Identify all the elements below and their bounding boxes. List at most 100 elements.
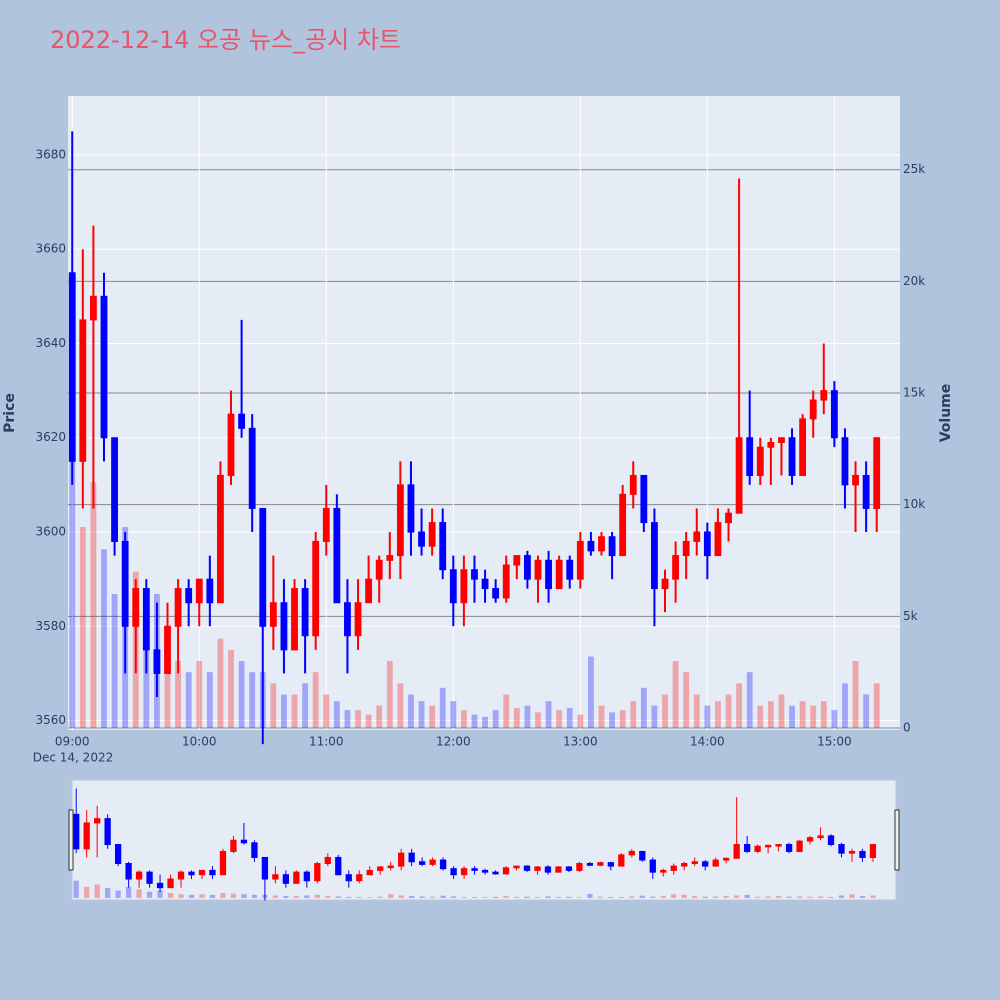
volume-bar (852, 660, 859, 728)
volume-bar (175, 660, 181, 728)
y-tick-label: 3580 (35, 619, 66, 633)
mini-candle-body (691, 861, 698, 865)
volume-bar (429, 705, 436, 728)
candle-body (492, 588, 500, 599)
mini-candle-body (817, 835, 824, 839)
mini-candle-body (796, 840, 803, 852)
y2-axis-title: Volume (938, 384, 954, 443)
candle-body (121, 540, 129, 627)
candle-body (386, 555, 394, 561)
mini-candle-body (660, 869, 667, 873)
mini-volume-bar (618, 896, 624, 898)
mini-candle-body (177, 871, 185, 880)
candle-body (217, 474, 224, 604)
candle-body (132, 588, 140, 627)
candle-body (333, 507, 341, 604)
mini-volume-bar (94, 884, 100, 898)
candle-body (682, 540, 690, 557)
candle-body (693, 531, 701, 542)
candle-body (354, 602, 362, 637)
mini-volume-bar (838, 895, 845, 898)
candle-body (778, 437, 785, 443)
mini-volume-bar (293, 896, 299, 898)
mini-candle-body (345, 874, 352, 882)
volume-bar (746, 672, 753, 728)
mini-candle-body (419, 861, 426, 865)
mini-candle-body (398, 852, 405, 867)
mini-volume-bar (73, 880, 79, 898)
volume-bar (619, 710, 626, 728)
mini-candle-body (869, 844, 877, 858)
candle-body (672, 555, 680, 580)
candle-body (206, 578, 214, 604)
mini-candle-body (586, 863, 594, 866)
mini-candle-body (198, 869, 206, 876)
volume-bar (609, 712, 615, 728)
mini-candle-body (303, 871, 310, 882)
volume-bar (79, 527, 86, 728)
mini-volume-bar (849, 894, 855, 898)
candle-body (852, 474, 859, 486)
mini-volume-bar (325, 896, 331, 898)
mini-volume-bar (429, 896, 436, 898)
mini-volume-bar (870, 895, 876, 898)
mini-volume-bar (639, 895, 645, 898)
mini-candle-body (848, 850, 856, 854)
mini-volume-bar (398, 895, 404, 898)
mini-volume-bar (807, 896, 813, 898)
x-tick-label: 15:00 (817, 735, 852, 749)
mini-volume-bar (692, 896, 698, 898)
candle-body (79, 319, 87, 462)
candle-body (566, 559, 574, 580)
mini-candle-body (492, 871, 499, 875)
mini-candle-body (240, 839, 248, 844)
mini-candle-body (785, 844, 793, 852)
mini-volume-bar (146, 891, 153, 898)
mini-candle-body (754, 845, 761, 852)
candle-body (164, 625, 171, 674)
x-date-label: Dec 14, 2022 (33, 751, 113, 765)
x-tick-label: 12:00 (436, 735, 471, 749)
mini-candle-body (219, 850, 227, 876)
candle-body (407, 484, 415, 533)
mini-volume-bar (335, 896, 341, 898)
mini-volume-bar (167, 892, 174, 898)
mini-volume-bar (367, 897, 373, 898)
mini-candle-body (827, 835, 835, 846)
mini-volume-bar (199, 894, 205, 898)
volume-bar (397, 683, 404, 728)
mini-volume-bar (209, 894, 216, 898)
candle-body (248, 427, 256, 509)
candle-body (608, 536, 616, 557)
volume-bar (535, 712, 541, 728)
volume-bar (630, 701, 637, 728)
volume-bar (238, 660, 245, 728)
mini-volume-bar (241, 894, 247, 898)
mini-candle-body (460, 868, 468, 876)
range-handle[interactable] (894, 809, 900, 871)
candle-body (523, 555, 531, 580)
mini-volume-bar (409, 896, 415, 898)
mini-volume-bar (503, 896, 509, 898)
y-tick-label: 3640 (35, 336, 66, 350)
mini-candle-body (481, 869, 489, 873)
mini-candle-body (251, 842, 258, 858)
mini-candle-body (209, 869, 216, 876)
range-handle[interactable] (68, 809, 74, 871)
volume-bar (598, 705, 605, 728)
mini-volume-bar (272, 895, 279, 898)
mini-volume-bar (450, 896, 457, 898)
volume-bar (757, 705, 764, 728)
volume-bar (101, 549, 107, 728)
volume-bar (185, 672, 192, 728)
volume-bar (492, 710, 499, 728)
mini-volume-bar (377, 896, 383, 898)
mini-volume-bar (230, 893, 237, 898)
range-slider[interactable] (71, 779, 897, 901)
y-axis-title: Price (2, 393, 18, 433)
candle-body (640, 474, 648, 524)
mini-candle-body (681, 863, 688, 867)
volume-bar (365, 714, 372, 728)
mini-candle-body (293, 871, 300, 884)
